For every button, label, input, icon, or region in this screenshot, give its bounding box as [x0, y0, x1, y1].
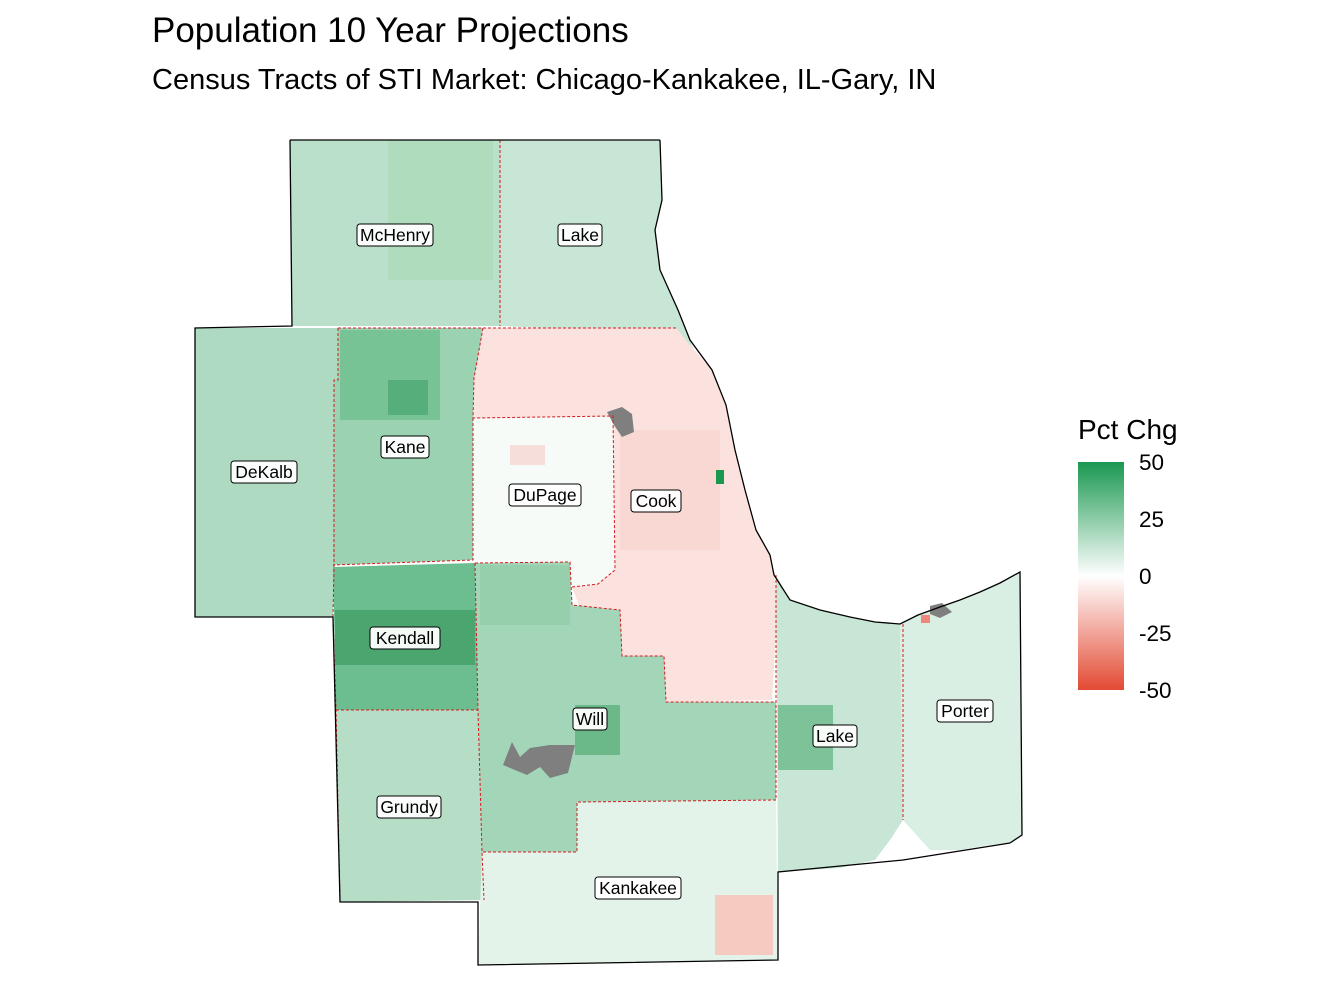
county-label[interactable]: McHenry — [356, 223, 434, 247]
county-layer — [195, 140, 1022, 965]
tract-detail-layer — [335, 140, 833, 955]
county-label-text: DeKalb — [235, 462, 292, 482]
county-label[interactable]: Cook — [630, 489, 682, 513]
county-label-text: DuPage — [513, 485, 576, 505]
county-label-text: Kendall — [376, 628, 434, 648]
county-label-text: Cook — [636, 491, 677, 511]
county-label[interactable]: Kendall — [369, 626, 441, 650]
county-label-text: McHenry — [360, 225, 430, 245]
missing-tract-cook — [607, 407, 634, 437]
county-label[interactable]: Grundy — [376, 795, 442, 819]
legend-tick-label: -25 — [1139, 621, 1172, 646]
county-label[interactable]: Kane — [380, 435, 430, 459]
county-label[interactable]: Lake — [812, 724, 858, 748]
county-label-text: Will — [576, 709, 604, 729]
missing-data-layer — [503, 407, 952, 778]
county-label[interactable]: DeKalb — [230, 460, 298, 484]
county-label-text: Kane — [385, 437, 426, 457]
county-lake-in — [776, 575, 903, 872]
county-cook — [473, 328, 778, 702]
county-label-text: Porter — [941, 701, 989, 721]
county-label-layer: McHenry Lake DeKalb Kane DuPage Cook Ken… — [230, 223, 994, 900]
county-label-text: Lake — [561, 225, 599, 245]
state-boundary-lines — [332, 140, 904, 903]
county-label-text: Grundy — [380, 797, 438, 817]
county-label[interactable]: Lake — [557, 223, 603, 247]
lake-michigan-shoreline — [194, 139, 1023, 966]
missing-tract-will — [503, 742, 575, 778]
county-label[interactable]: DuPage — [508, 483, 582, 507]
missing-tract-porter — [930, 603, 952, 618]
legend-title: Pct Chg — [1078, 414, 1178, 445]
legend-tick-label: -50 — [1139, 678, 1172, 703]
county-label[interactable]: Will — [572, 707, 608, 731]
legend-color-bar — [1078, 462, 1124, 690]
county-will — [475, 562, 776, 852]
legend-tick-label: 0 — [1139, 564, 1152, 589]
map-subtitle: Census Tracts of STI Market: Chicago-Kan… — [152, 64, 937, 96]
legend-tick-label: 25 — [1139, 507, 1165, 532]
map-title: Population 10 Year Projections — [152, 11, 629, 50]
county-label[interactable]: Porter — [936, 699, 994, 723]
county-label-text: Kankakee — [599, 878, 677, 898]
county-label-text: Lake — [816, 726, 854, 746]
legend-tick-label: 50 — [1139, 450, 1165, 475]
county-lake-il — [500, 140, 695, 356]
county-label[interactable]: Kankakee — [594, 876, 682, 900]
